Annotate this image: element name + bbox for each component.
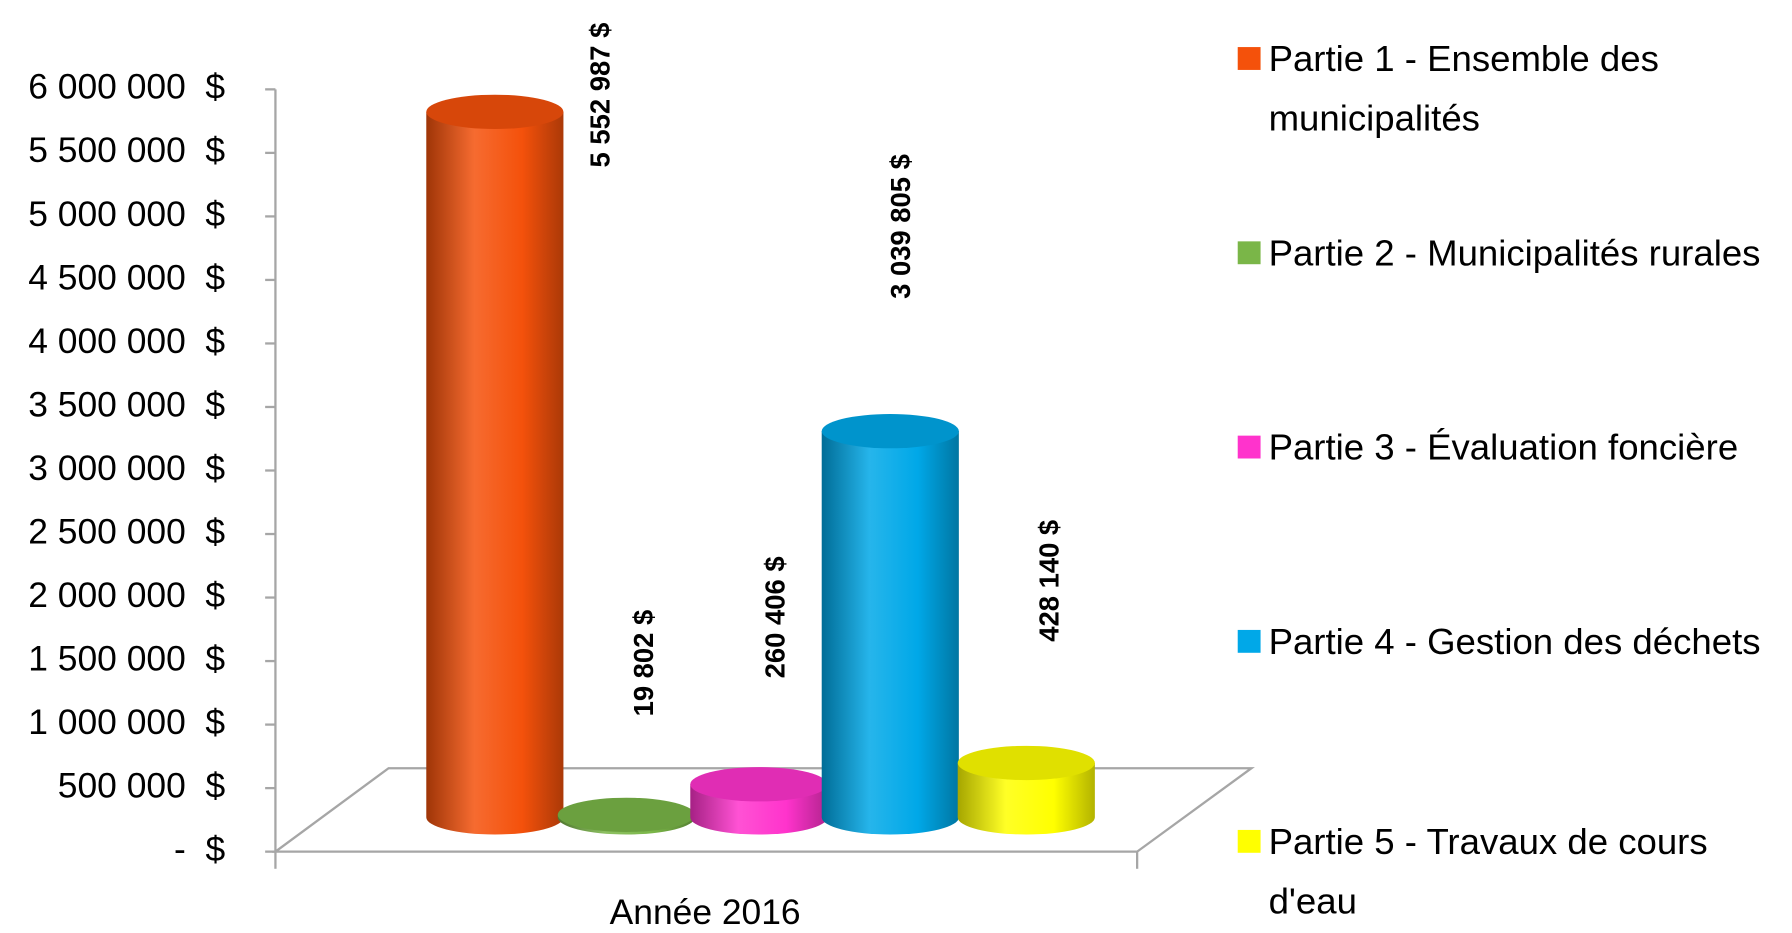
legend-swatch <box>1237 47 1261 70</box>
bar <box>957 762 1095 835</box>
legend-label: Partie 4 - Gestion des déchets <box>1268 620 1761 662</box>
y-tick-label: 2 500 000 $ <box>28 511 225 551</box>
y-tick-label: 4 500 000 $ <box>28 257 225 297</box>
value-label: 428 140 $ <box>1034 520 1065 642</box>
bar-top <box>557 797 695 832</box>
bar-top <box>690 767 828 802</box>
value-label: 3 039 805 $ <box>885 154 916 299</box>
y-tick-label: 3 500 000 $ <box>28 384 225 424</box>
value-label: 19 802 $ <box>628 610 659 717</box>
y-tick-label: 5 500 000 $ <box>28 130 225 170</box>
bar-top <box>957 745 1095 781</box>
bar-top <box>821 414 959 449</box>
legend-item: Partie 2 - Municipalités rurales <box>1268 232 1761 274</box>
y-tick-label: 4 000 000 $ <box>28 321 225 361</box>
legend-label: Partie 1 - Ensemble des municipalités <box>1268 37 1659 139</box>
floor <box>271 767 1255 853</box>
legend-swatch <box>1237 829 1261 853</box>
legend-item: Partie 1 - Ensemble des municipalités <box>1268 37 1659 139</box>
x-tick-label: Année 2016 <box>610 892 801 932</box>
legend-item: Partie 5 - Travaux de cours d'eau <box>1268 820 1708 922</box>
y-tick-label: 2 000 000 $ <box>28 575 225 615</box>
y-tick-label: 6 000 000 $ <box>28 67 225 107</box>
legend-item: Partie 4 - Gestion des déchets <box>1268 620 1761 662</box>
bar <box>821 431 959 835</box>
legend-label: Partie 5 - Travaux de cours d'eau <box>1268 820 1708 922</box>
value-label: 5 552 987 $ <box>585 23 616 168</box>
legend-item: Partie 3 - Évaluation foncière <box>1268 426 1739 468</box>
legend-label: Partie 3 - Évaluation foncière <box>1268 426 1739 468</box>
bar <box>426 111 564 835</box>
legend-label: Partie 2 - Municipalités rurales <box>1268 232 1761 274</box>
y-tick-label: 1 500 000 $ <box>28 638 225 678</box>
y-tick-label: 3 000 000 $ <box>28 448 225 488</box>
bar-top <box>426 94 564 130</box>
legend-swatch <box>1237 629 1261 653</box>
y-tick-label: 500 000 $ <box>58 765 226 805</box>
legend-swatch <box>1237 435 1261 459</box>
y-tick-label: 5 000 000 $ <box>28 194 225 234</box>
legend-swatch <box>1237 241 1261 265</box>
y-tick-label: - $ <box>174 829 225 869</box>
y-tick-label: 1 000 000 $ <box>28 702 225 742</box>
value-label: 260 406 $ <box>759 556 790 678</box>
